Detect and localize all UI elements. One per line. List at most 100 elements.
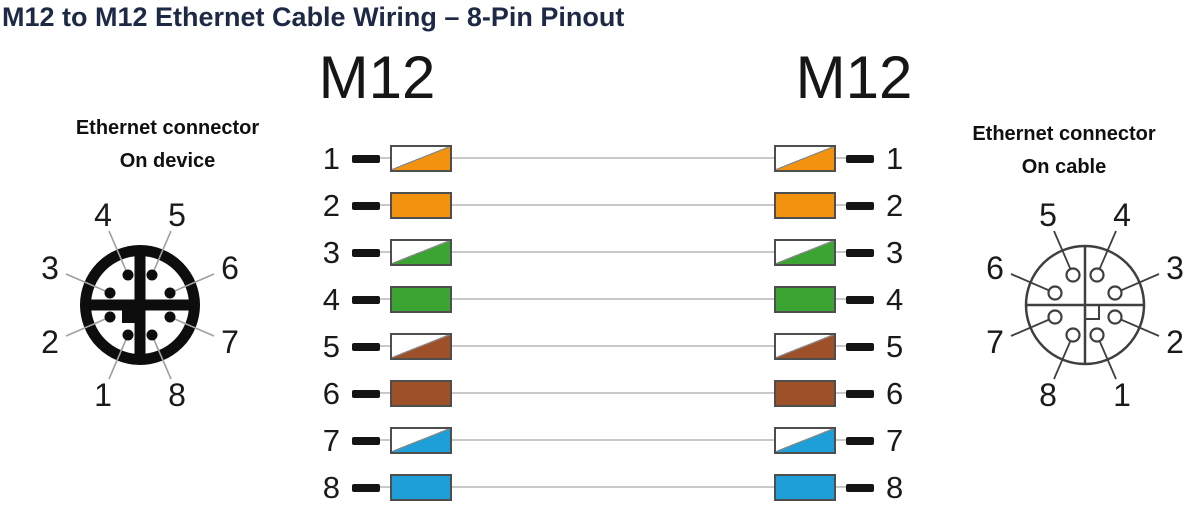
right-connector-key-notch [1085,306,1100,320]
right-pin-number: 5 [886,329,904,364]
left-pin-label-4: 4 [94,197,112,233]
wire-color-swatch-left [390,145,452,172]
wire-line [380,298,846,300]
wire-color-swatch-right [774,192,836,219]
left-pin-label-7: 7 [221,324,239,360]
wire-span [380,286,846,313]
wire-row-7: 7 7 [308,417,918,464]
left-pin-label-6: 6 [221,250,239,286]
wire-line [380,204,846,206]
left-pin-number: 1 [322,141,340,176]
wire-line [380,345,846,347]
wire-span [380,474,846,501]
left-connector-caption-line2: On device [119,150,216,172]
right-pin-number: 7 [886,423,904,458]
wire-color-swatch-left [390,427,452,454]
right-pin-number: 8 [886,470,904,505]
right-pin-label-2: 2 [1166,324,1184,360]
left-connector-caption-line1: Ethernet connector [75,117,260,139]
right-pin-label-8: 8 [1039,377,1057,413]
wire-row-4: 4 4 [308,276,918,323]
right-pin-number: 4 [886,282,904,317]
right-pin-number: 1 [886,141,904,176]
left-pin-number: 3 [322,235,340,270]
left-connector-cross [85,250,195,360]
wire-row-6: 6 6 [308,370,918,417]
left-pin-label-3: 3 [41,250,59,286]
right-pin-label-5: 5 [1039,197,1057,233]
right-terminal-dash [846,295,874,304]
left-terminal-dash [352,389,380,398]
left-pin-label-1: 1 [94,377,112,413]
right-terminal-dash [846,248,874,257]
right-m12-header: M12 [795,44,913,111]
left-pin-label-8: 8 [168,377,186,413]
wire-span [380,145,846,172]
wire-color-swatch-right [774,239,836,266]
right-connector-leader-lines [1010,230,1160,380]
wire-row-2: 2 2 [308,182,918,229]
right-connector-pin-circles [1047,267,1123,343]
left-terminal-dash [352,248,380,257]
left-terminal-dash [352,483,380,492]
page-title: M12 to M12 Ethernet Cable Wiring – 8-Pin… [2,2,625,32]
left-terminal-dash [352,295,380,304]
wire-color-swatch-right [774,427,836,454]
left-pin-number: 8 [322,470,340,505]
right-terminal-dash [846,483,874,492]
wire-color-swatch-left [390,286,452,313]
left-terminal-dash [352,201,380,210]
right-pin-label-1: 1 [1113,377,1131,413]
right-pin-number: 6 [886,376,904,411]
wire-row-1: 1 1 [308,135,918,182]
wire-color-swatch-right [774,333,836,360]
right-pin-number: 2 [886,188,904,223]
wire-color-swatch-left [390,192,452,219]
wire-color-swatch-right [774,286,836,313]
left-connector-figure: 4 5 3 6 2 7 1 8 [41,197,239,413]
left-pin-number: 4 [322,282,340,317]
wire-color-swatch-right [774,474,836,501]
wire-line [380,439,846,441]
right-terminal-dash [846,436,874,445]
left-pin-number: 5 [322,329,340,364]
left-pin-number: 2 [322,188,340,223]
left-connector-leader-lines [65,230,215,380]
wire-row-5: 5 5 [308,323,918,370]
right-pin-label-7: 7 [986,324,1004,360]
left-connector-caption: Ethernet connector On device [30,112,305,178]
right-terminal-dash [846,201,874,210]
left-terminal-dash [352,436,380,445]
right-pin-label-3: 3 [1166,250,1184,286]
right-connector-figure: 5 4 6 3 7 2 8 1 [986,197,1184,413]
left-connector-key-notch [122,310,135,323]
wire-rows: 1 1 2 2 3 [308,135,918,509]
right-pin-label-4: 4 [1113,197,1131,233]
wire-row-3: 3 3 [308,229,918,276]
wire-row-8: 8 8 [308,464,918,509]
wire-color-swatch-left [390,380,452,407]
left-pin-label-2: 2 [41,324,59,360]
wire-color-swatch-left [390,474,452,501]
right-connector-caption-line2: On cable [1021,156,1107,178]
left-pin-number: 6 [322,376,340,411]
right-terminal-dash [846,154,874,163]
wire-span [380,380,846,407]
wire-line [380,157,846,159]
wire-color-swatch-left [390,333,452,360]
wire-span [380,192,846,219]
left-pin-label-5: 5 [168,197,186,233]
left-m12-header: M12 [318,44,436,111]
wire-color-swatch-right [774,380,836,407]
right-connector-cross [1026,246,1144,364]
left-terminal-dash [352,154,380,163]
right-pin-number: 3 [886,235,904,270]
left-connector-pin-dots [104,269,176,341]
wire-color-swatch-right [774,145,836,172]
left-terminal-dash [352,342,380,351]
right-terminal-dash [846,389,874,398]
left-pin-number: 7 [322,423,340,458]
right-connector-caption-line1: Ethernet connector [972,123,1156,145]
wire-line [380,392,846,394]
